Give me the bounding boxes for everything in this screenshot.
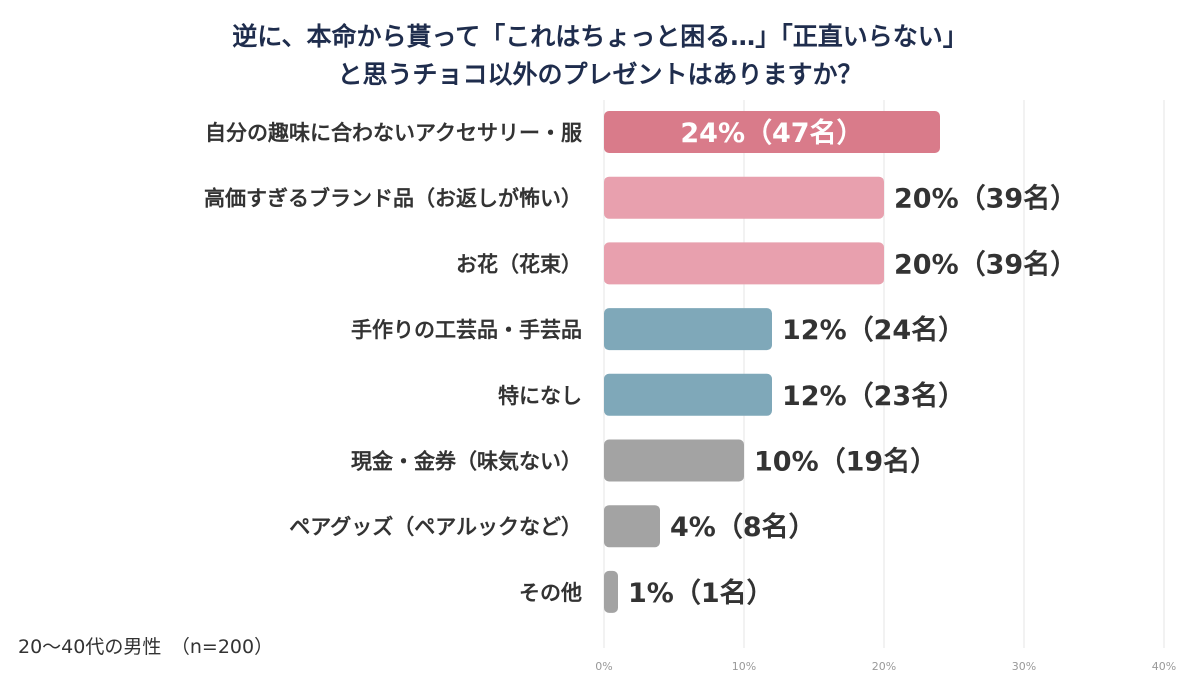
bar bbox=[604, 505, 660, 548]
bar bbox=[604, 373, 772, 416]
x-tick-label: 0% bbox=[595, 660, 612, 673]
value-label: 24%（47名） bbox=[680, 117, 863, 149]
value-label: 12%（23名） bbox=[782, 380, 965, 412]
bar bbox=[604, 439, 744, 482]
value-label: 1%（1名） bbox=[628, 577, 774, 609]
bar bbox=[604, 176, 884, 219]
sample-note: 20〜40代の男性 （n=200） bbox=[18, 636, 274, 658]
value-label: 20%（39名） bbox=[894, 183, 1077, 215]
bar bbox=[604, 570, 618, 613]
bar bbox=[604, 111, 940, 153]
category-label: ペアグッズ（ペアルックなど） bbox=[289, 515, 582, 539]
value-label: 20%（39名） bbox=[894, 248, 1077, 280]
category-label: お花（花束） bbox=[456, 252, 582, 276]
value-label: 12%（24名） bbox=[782, 314, 965, 346]
bar bbox=[604, 242, 884, 285]
category-label: 特になし bbox=[498, 384, 582, 408]
value-label: 10%（19名） bbox=[754, 446, 937, 478]
chart-title-line-1: 逆に、本命から貰って「これはちょっと困る…」「正直いらない」 bbox=[232, 22, 968, 51]
chart-title-line-2: と思うチョコ以外のプレゼントはありますか？ bbox=[337, 60, 863, 89]
x-tick-label: 20% bbox=[872, 660, 896, 673]
x-tick-label: 40% bbox=[1152, 660, 1176, 673]
category-label: 手作りの工芸品・手芸品 bbox=[351, 318, 582, 342]
value-label: 4%（8名） bbox=[670, 511, 816, 543]
x-tick-label: 10% bbox=[732, 660, 756, 673]
chart-title: 逆に、本命から貰って「これはちょっと困る…」「正直いらない」 と思うチョコ以外の… bbox=[0, 18, 1200, 94]
category-label: 自分の趣味に合わないアクセサリー・服 bbox=[205, 121, 583, 145]
x-tick-label: 30% bbox=[1012, 660, 1036, 673]
bar bbox=[604, 308, 772, 351]
category-label: その他 bbox=[519, 581, 582, 605]
category-label: 現金・金券（味気ない） bbox=[351, 450, 582, 474]
category-label: 高価すぎるブランド品（お返しが怖い） bbox=[204, 187, 582, 211]
